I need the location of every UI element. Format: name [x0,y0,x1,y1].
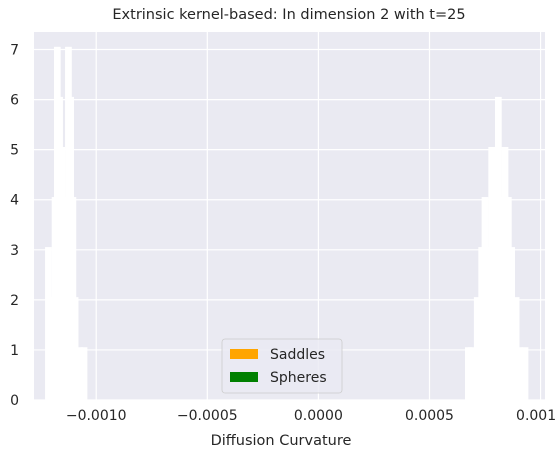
chart-title: Extrinsic kernel-based: In dimension 2 w… [112,7,465,23]
bar-saddles [473,297,481,403]
y-tick-label: 4 [10,193,19,209]
x-tick-label: −0.0010 [66,408,127,424]
y-tick-label: 1 [10,343,19,359]
y-tick-label: 2 [10,293,19,309]
legend-label-spheres: Spheres [270,370,327,386]
y-tick-label: 3 [10,243,19,259]
x-tick-label: 0.0005 [405,408,454,424]
bar-saddles [80,347,88,403]
histogram-bars [45,46,529,403]
bar-saddles [521,347,529,403]
legend-label-saddles: Saddles [270,347,325,363]
y-tick-label: 7 [10,43,19,59]
legend-swatch-spheres [230,372,258,382]
legend-swatch-saddles [230,349,258,359]
bar-saddles [71,297,79,403]
legend: Saddles Spheres [221,338,343,394]
bar-saddles [76,347,83,403]
bar-saddles [516,347,523,403]
y-tick-labels: 0 1 2 3 4 5 6 7 [10,43,19,409]
x-tick-label: 0.0000 [294,408,343,424]
y-tick-label: 5 [10,143,19,159]
x-tick-label: −0.0005 [177,408,238,424]
bar-saddles [468,347,476,403]
x-tick-label: 0.0010 [516,408,557,424]
bar-saddles [508,247,516,403]
y-tick-label: 0 [10,393,19,409]
y-tick-label: 6 [10,93,19,109]
x-axis-label: Diffusion Curvature [211,433,352,449]
x-tick-labels: −0.0010 −0.0005 0.0000 0.0005 0.0010 [66,408,557,424]
grid-lines [34,32,545,401]
